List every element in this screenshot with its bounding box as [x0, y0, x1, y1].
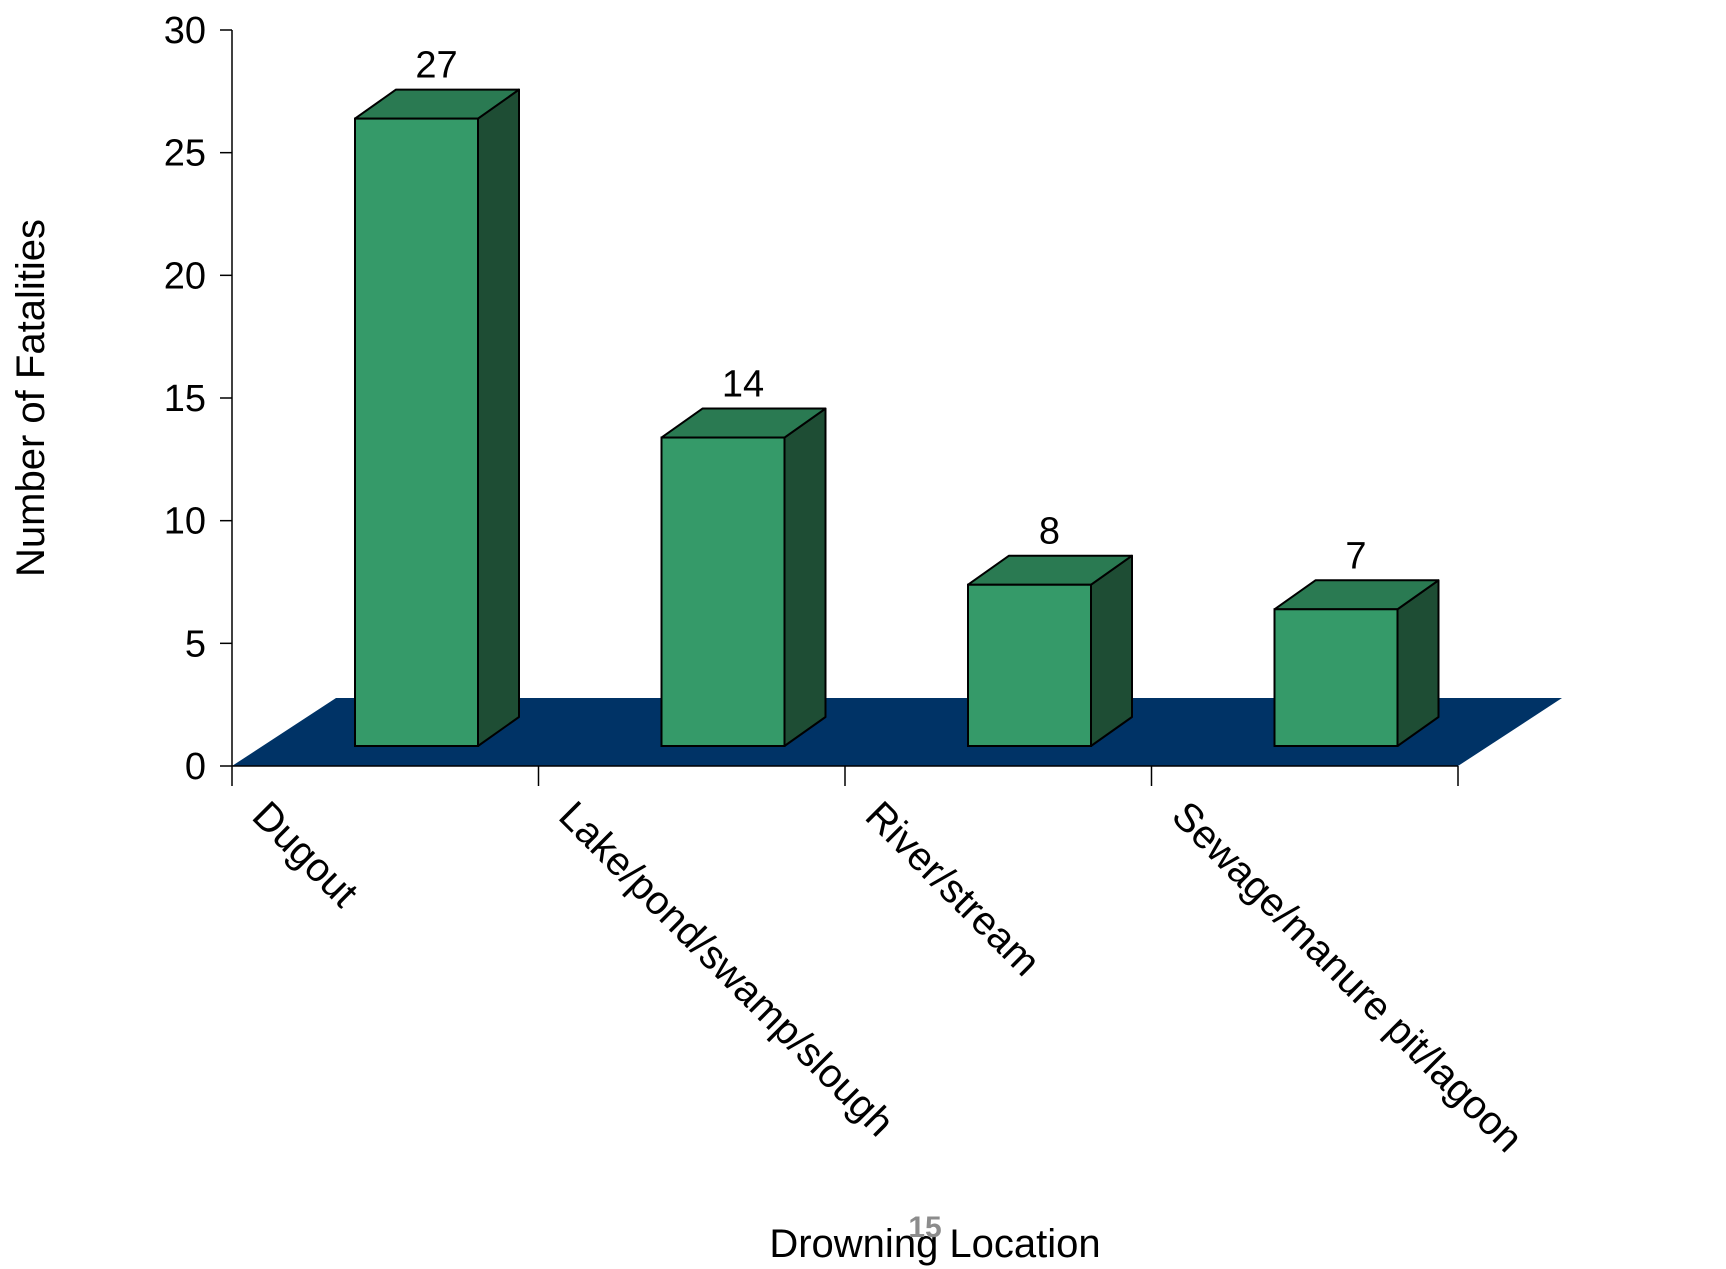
x-category-label: Dugout [244, 793, 366, 915]
page-number: 15 [908, 1211, 941, 1244]
x-category-label: Lake/pond/swamp/slough [550, 793, 902, 1145]
bar-front-face [354, 117, 479, 748]
x-category-label: Sewage/manure pit/lagoon [1163, 793, 1531, 1161]
bar-1 [354, 88, 520, 748]
bar-front-face [967, 583, 1092, 747]
bar-side-face [1090, 554, 1133, 747]
bar-front-face [1273, 608, 1399, 747]
y-tick-label: 5 [185, 623, 206, 665]
y-tick-label: 20 [164, 255, 206, 297]
x-category-label: River/stream [857, 793, 1048, 984]
chart-axes [220, 29, 1459, 786]
y-tick-label: 25 [164, 133, 206, 175]
chart-floor [232, 698, 1562, 766]
bar-side-face [477, 88, 520, 747]
floor-plane [232, 698, 1562, 766]
y-tick-label: 10 [164, 501, 206, 543]
y-tick-label: 0 [185, 746, 206, 788]
chart-bars [354, 88, 1440, 748]
value-label: 7 [1345, 535, 1366, 577]
y-tick-label: 15 [164, 378, 206, 420]
bar-2 [660, 407, 827, 747]
bar-side-face [783, 407, 827, 747]
bar-front-face [660, 436, 786, 747]
value-label: 8 [1039, 511, 1060, 553]
bar-3 [967, 554, 1133, 747]
bar-4 [1273, 579, 1440, 747]
y-axis-title: Number of Fatalities [9, 219, 53, 577]
value-label: 14 [722, 364, 764, 406]
y-tick-label: 30 [164, 10, 206, 52]
x-axis-title: Drowning Location [769, 1222, 1100, 1266]
value-label: 27 [415, 45, 457, 87]
